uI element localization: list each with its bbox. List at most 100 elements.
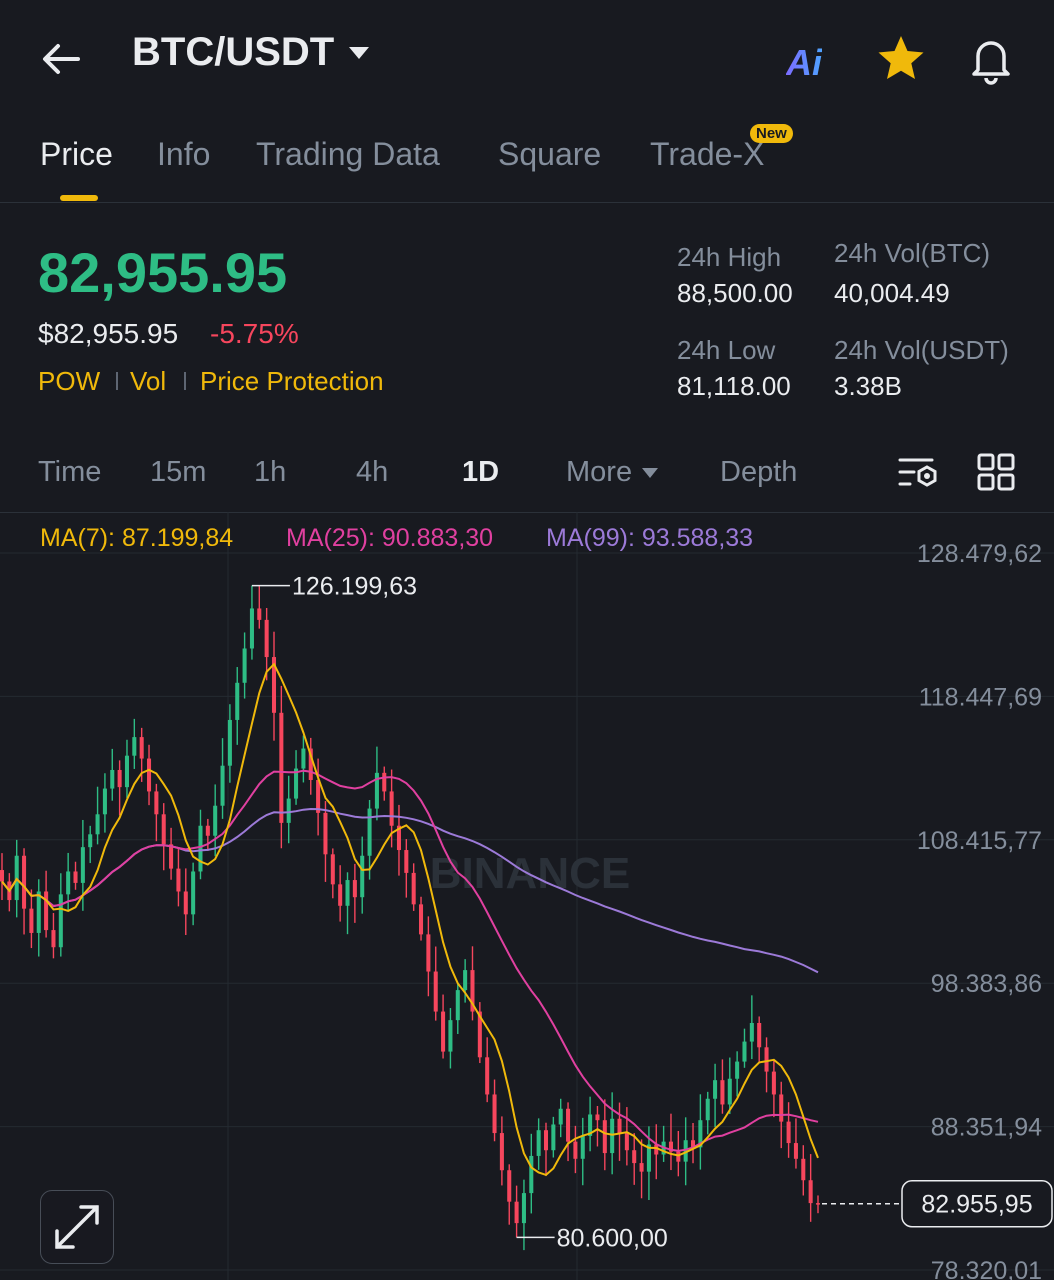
candle-body [36,891,41,933]
tag-vol[interactable]: Vol [130,366,167,396]
back-arrow-icon[interactable] [38,34,88,84]
candle-body [0,870,5,882]
candle-body [558,1108,563,1125]
y-tick-label: 128.479,62 [917,540,1042,568]
star-icon[interactable] [874,32,928,86]
low-marker-label: 80.600,00 [557,1224,668,1252]
fullscreen-button[interactable] [40,1190,114,1264]
candle-body [433,971,438,1012]
candle-body [308,748,313,780]
candle-body [764,1047,769,1072]
candle-body [793,1143,798,1159]
tag-pow[interactable]: POW [38,366,101,396]
candle-body [543,1130,549,1151]
candle-body [249,608,254,649]
tab-trade-x[interactable]: Trade-X [650,136,765,172]
candle-body [301,748,306,769]
interval-time[interactable]: Time [38,456,102,488]
interval-15m[interactable]: 15m [150,456,207,488]
candle-body [624,1133,629,1151]
candle-body [683,1140,688,1162]
candle-body [360,855,365,898]
candle-body [573,1141,578,1159]
candle-body [242,648,247,683]
candle-body [713,1080,718,1099]
tab-price[interactable]: Price [40,136,113,172]
price-change-percent: -5.75% [210,318,299,349]
candle-body [102,788,107,815]
candle-body [330,854,335,885]
candle-body [176,868,181,892]
y-tick-label: 88.351,94 [931,1114,1042,1142]
candle-body [514,1201,519,1224]
tab-trading-data[interactable]: Trading Data [256,136,440,172]
candle-body [161,814,166,845]
interval-depth[interactable]: Depth [720,456,798,488]
candle-body [529,1155,534,1194]
interval-more[interactable]: More [566,456,659,489]
interval-4h[interactable]: 4h [356,456,389,488]
candle-body [815,1203,821,1205]
candle-body [521,1193,526,1224]
candle-body [80,847,85,883]
candle-body [580,1135,585,1159]
candle-body [220,765,225,806]
y-tick-label: 118.447,69 [919,683,1042,711]
candle-body [705,1098,710,1121]
candle-body [58,894,63,948]
last-price-label: 82.955,95 [921,1191,1032,1219]
ai-button[interactable]: Ai [786,42,822,83]
candle-body [654,1144,659,1155]
candle-body [595,1114,600,1121]
candlestick-chart[interactable]: BINANCE 128.479,62118.447,69108.415,7798… [0,512,1054,1280]
stat-value-24h-high: 88,500.00 [677,278,793,308]
candle-body [279,712,284,823]
candle-body [271,657,277,713]
candle-body [169,844,174,869]
candle-body [742,1041,747,1062]
candle-body [668,1141,673,1152]
ma7-legend: MA(7): 87.199,84 [40,524,234,552]
tab-square[interactable]: Square [498,136,602,172]
candle-body [227,719,232,766]
divider [0,512,1054,513]
chart-settings-icon[interactable] [896,452,940,496]
candle-body [786,1121,791,1144]
tab-info[interactable]: Info [157,136,211,172]
candle-body [455,990,460,1021]
new-badge: New [750,124,793,143]
candle-body [147,758,152,792]
chevron-down-icon [349,46,370,59]
candle-body [617,1118,622,1134]
y-tick-label: 98.383,86 [931,970,1042,998]
candle-body [154,791,159,815]
bell-icon[interactable] [964,32,1018,86]
candle-body [124,755,129,788]
candle-body [470,970,475,1012]
candle-body [88,834,93,848]
candle-body [117,769,122,788]
candle-body [235,682,240,720]
interval-1h[interactable]: 1h [254,456,287,488]
y-tick-label: 108.415,77 [917,827,1042,855]
interval-1d[interactable]: 1D [462,456,500,488]
active-tab-indicator [60,195,98,201]
candle-body [191,871,196,915]
candle-body [639,1163,644,1172]
tag-price-protection[interactable]: Price Protection [200,366,384,396]
stat-label-24h-high: 24h High [677,242,782,272]
candle-body [735,1061,740,1079]
pair-selector[interactable]: BTC/USDT [132,30,370,75]
candle-body [294,768,299,799]
candle-body [698,1120,703,1148]
candle-body [198,825,203,872]
candle-body [676,1151,681,1162]
candle-body [507,1170,512,1202]
candle-body [610,1118,615,1154]
candle-body [801,1158,806,1181]
candle-body [566,1108,571,1142]
candle-body [779,1094,784,1122]
stat-value-24h-low: 81,118.00 [677,371,791,401]
candle-body [29,908,34,933]
layout-grid-icon[interactable] [976,452,1016,492]
